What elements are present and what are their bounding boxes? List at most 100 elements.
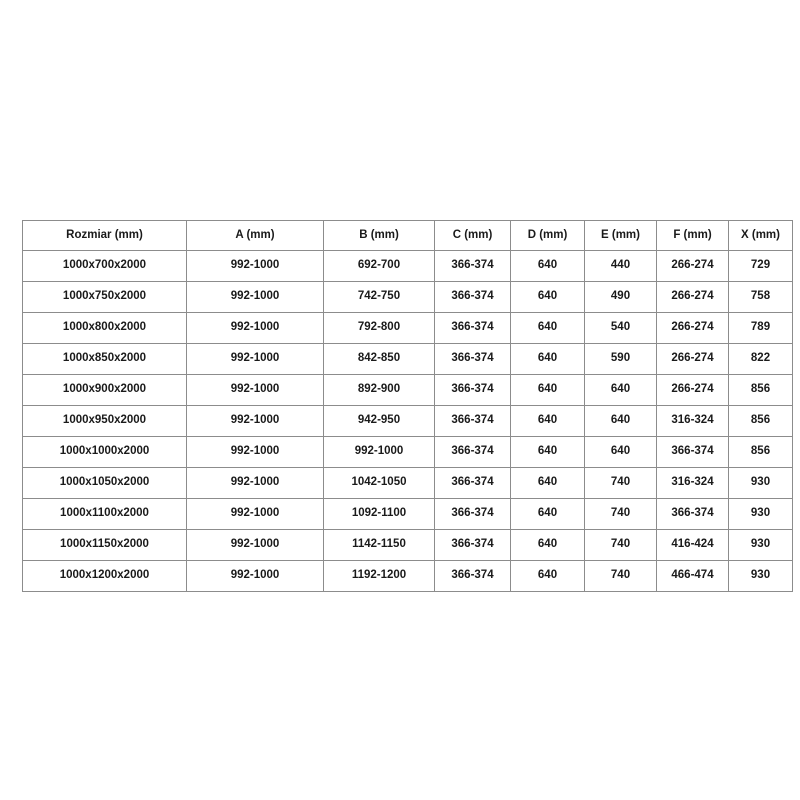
cell-e: 640 bbox=[584, 436, 657, 468]
column-header-x: X (mm) bbox=[728, 220, 793, 251]
cell-x: 822 bbox=[728, 343, 793, 375]
cell-d: 640 bbox=[510, 312, 585, 344]
cell-c: 366-374 bbox=[434, 312, 511, 344]
cell-b: 942-950 bbox=[323, 405, 435, 437]
cell-f: 266-274 bbox=[656, 374, 729, 406]
column-header-f: F (mm) bbox=[656, 220, 729, 251]
cell-f: 266-274 bbox=[656, 312, 729, 344]
cell-f: 316-324 bbox=[656, 467, 729, 499]
cell-d: 640 bbox=[510, 467, 585, 499]
cell-x: 789 bbox=[728, 312, 793, 344]
column-header-size: Rozmiar (mm) bbox=[22, 220, 187, 251]
table-row: 1000x1100x2000 992-1000 1092-1100 366-374 64… bbox=[22, 498, 793, 530]
cell-x: 856 bbox=[728, 436, 793, 468]
table-header: Rozmiar (mm) A (mm) B (mm) C (mm) D (mm) E (m… bbox=[22, 220, 793, 251]
cell-b: 692-700 bbox=[323, 250, 435, 282]
cell-d: 640 bbox=[510, 529, 585, 561]
table-row: 1000x800x2000 992-1000 792-800 366-374 640 54… bbox=[22, 312, 793, 344]
cell-a: 992-1000 bbox=[186, 529, 324, 561]
cell-f: 266-274 bbox=[656, 281, 729, 313]
cell-d: 640 bbox=[510, 436, 585, 468]
cell-f: 316-324 bbox=[656, 405, 729, 437]
cell-f: 366-374 bbox=[656, 436, 729, 468]
cell-f: 366-374 bbox=[656, 498, 729, 530]
cell-size: 1000x1200x2000 bbox=[22, 560, 187, 592]
cell-a: 992-1000 bbox=[186, 436, 324, 468]
cell-x: 930 bbox=[728, 467, 793, 499]
table-row: 1000x850x2000 992-1000 842-850 366-374 640 59… bbox=[22, 343, 793, 375]
column-header-c: C (mm) bbox=[434, 220, 511, 251]
cell-d: 640 bbox=[510, 374, 585, 406]
cell-e: 740 bbox=[584, 498, 657, 530]
cell-size: 1000x1150x2000 bbox=[22, 529, 187, 561]
cell-b: 1192-1200 bbox=[323, 560, 435, 592]
cell-x: 856 bbox=[728, 405, 793, 437]
cell-a: 992-1000 bbox=[186, 250, 324, 282]
table-row: 1000x950x2000 992-1000 942-950 366-374 640 64… bbox=[22, 405, 793, 437]
cell-e: 440 bbox=[584, 250, 657, 282]
cell-x: 930 bbox=[728, 529, 793, 561]
cell-a: 992-1000 bbox=[186, 343, 324, 375]
cell-x: 856 bbox=[728, 374, 793, 406]
cell-a: 992-1000 bbox=[186, 312, 324, 344]
cell-b: 1142-1150 bbox=[323, 529, 435, 561]
cell-e: 590 bbox=[584, 343, 657, 375]
cell-e: 640 bbox=[584, 405, 657, 437]
shower-enclosure-dimensions-table: Rozmiar (mm) A (mm) B (mm) C (mm) D (mm) E (m… bbox=[22, 220, 793, 592]
cell-f: 266-274 bbox=[656, 250, 729, 282]
cell-c: 366-374 bbox=[434, 498, 511, 530]
cell-d: 640 bbox=[510, 498, 585, 530]
cell-size: 1000x1000x2000 bbox=[22, 436, 187, 468]
column-header-a: A (mm) bbox=[186, 220, 324, 251]
table-row: 1000x1050x2000 992-1000 1042-1050 366-374 64… bbox=[22, 467, 793, 499]
cell-x: 758 bbox=[728, 281, 793, 313]
cell-c: 366-374 bbox=[434, 250, 511, 282]
cell-f: 416-424 bbox=[656, 529, 729, 561]
cell-d: 640 bbox=[510, 560, 585, 592]
cell-e: 490 bbox=[584, 281, 657, 313]
column-header-e: E (mm) bbox=[584, 220, 657, 251]
cell-b: 842-850 bbox=[323, 343, 435, 375]
cell-x: 930 bbox=[728, 560, 793, 592]
cell-c: 366-374 bbox=[434, 436, 511, 468]
table-row: 1000x1000x2000 992-1000 992-1000 366-374 640… bbox=[22, 436, 793, 468]
cell-c: 366-374 bbox=[434, 281, 511, 313]
cell-c: 366-374 bbox=[434, 405, 511, 437]
cell-c: 366-374 bbox=[434, 467, 511, 499]
cell-e: 740 bbox=[584, 467, 657, 499]
cell-x: 930 bbox=[728, 498, 793, 530]
table-row: 1000x1150x2000 992-1000 1142-1150 366-374 64… bbox=[22, 529, 793, 561]
cell-e: 540 bbox=[584, 312, 657, 344]
table-row: 1000x900x2000 992-1000 892-900 366-374 640 64… bbox=[22, 374, 793, 406]
cell-c: 366-374 bbox=[434, 374, 511, 406]
cell-a: 992-1000 bbox=[186, 405, 324, 437]
cell-size: 1000x900x2000 bbox=[22, 374, 187, 406]
cell-f: 266-274 bbox=[656, 343, 729, 375]
table-body: 1000x700x2000 992-1000 692-700 366-374 640 44… bbox=[22, 250, 793, 592]
cell-a: 992-1000 bbox=[186, 281, 324, 313]
cell-a: 992-1000 bbox=[186, 560, 324, 592]
cell-c: 366-374 bbox=[434, 529, 511, 561]
cell-size: 1000x800x2000 bbox=[22, 312, 187, 344]
cell-d: 640 bbox=[510, 343, 585, 375]
table-header-row: Rozmiar (mm) A (mm) B (mm) C (mm) D (mm) E (m… bbox=[22, 220, 793, 251]
cell-size: 1000x1100x2000 bbox=[22, 498, 187, 530]
cell-b: 1042-1050 bbox=[323, 467, 435, 499]
cell-e: 740 bbox=[584, 560, 657, 592]
cell-size: 1000x1050x2000 bbox=[22, 467, 187, 499]
table-row: 1000x750x2000 992-1000 742-750 366-374 640 49… bbox=[22, 281, 793, 313]
cell-b: 992-1000 bbox=[323, 436, 435, 468]
cell-b: 792-800 bbox=[323, 312, 435, 344]
cell-f: 466-474 bbox=[656, 560, 729, 592]
cell-size: 1000x750x2000 bbox=[22, 281, 187, 313]
cell-e: 740 bbox=[584, 529, 657, 561]
cell-b: 1092-1100 bbox=[323, 498, 435, 530]
column-header-d: D (mm) bbox=[510, 220, 585, 251]
cell-a: 992-1000 bbox=[186, 498, 324, 530]
cell-a: 992-1000 bbox=[186, 467, 324, 499]
cell-b: 892-900 bbox=[323, 374, 435, 406]
column-header-b: B (mm) bbox=[323, 220, 435, 251]
cell-c: 366-374 bbox=[434, 343, 511, 375]
cell-e: 640 bbox=[584, 374, 657, 406]
cell-size: 1000x850x2000 bbox=[22, 343, 187, 375]
